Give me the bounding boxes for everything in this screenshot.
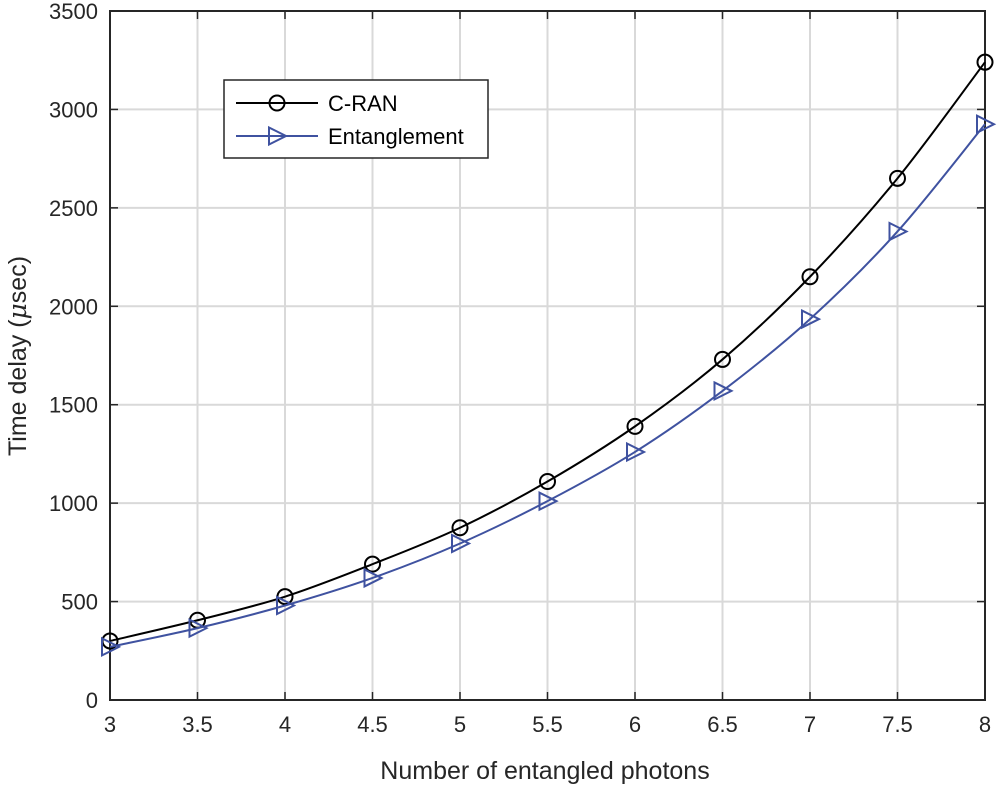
data-point-entanglement (713, 380, 734, 402)
series-entanglement (101, 114, 997, 657)
legend-triangle-marker-icon (268, 125, 289, 147)
series-layer (101, 53, 997, 657)
axes-ticks: 3 3.5 4 4.5 5 5.5 6 6.5 7 7.5 8 0 500 1000 1500 2000 250… (49, 0, 991, 737)
x-tick-label: 7 (804, 712, 816, 737)
y-axis-title-text: Time delay ( (4, 319, 32, 456)
data-point-c-ran (889, 169, 906, 187)
data-point-c-ran (976, 53, 994, 71)
y-tick-label: 2000 (49, 294, 98, 319)
data-point-entanglement (363, 567, 384, 589)
y-tick-label: 2500 (49, 196, 98, 221)
y-axis-title-unit: sec) (4, 256, 32, 303)
series-line-c-ran (109, 61, 986, 642)
data-point-entanglement (626, 441, 647, 463)
y-tick-label: 500 (61, 590, 98, 615)
legend-label-entanglement: Entanglement (328, 124, 464, 149)
y-tick-label: 1000 (49, 491, 98, 516)
data-point-c-ran (801, 268, 819, 286)
x-tick-label: 7.5 (882, 712, 913, 737)
data-point-c-ran (451, 519, 469, 537)
data-point-c-ran (714, 350, 731, 368)
y-axis-title: Time delay (μsec) (3, 256, 32, 456)
x-tick-label: 4 (279, 712, 291, 737)
x-tick-label: 4.5 (357, 712, 388, 737)
x-tick-label: 5 (454, 712, 466, 737)
x-tick-label: 5.5 (532, 712, 563, 737)
x-tick-label: 3 (104, 712, 116, 737)
data-point-entanglement (188, 618, 209, 639)
y-tick-label: 3000 (49, 97, 98, 122)
x-axis-title: Number of entangled photons (380, 757, 709, 785)
data-point-entanglement (276, 595, 297, 616)
x-tick-label: 3.5 (182, 712, 213, 737)
series-line-entanglement (109, 123, 986, 648)
data-point-c-ran (539, 472, 556, 490)
y-axis-title-mu: μ (3, 303, 32, 319)
y-tick-label: 3500 (49, 0, 98, 24)
y-tick-label: 0 (86, 688, 98, 713)
data-point-entanglement (101, 636, 122, 657)
data-point-entanglement (538, 491, 559, 512)
x-tick-label: 6.5 (707, 712, 738, 737)
data-point-entanglement (976, 114, 997, 135)
data-point-entanglement (451, 533, 472, 554)
legend-label-cran: C-RAN (328, 91, 398, 116)
data-point-c-ran (626, 417, 644, 435)
legend: C-RAN Entanglement (223, 79, 489, 159)
y-tick-label: 1500 (49, 393, 98, 418)
data-point-entanglement (888, 221, 909, 242)
legend-circle-marker-icon (268, 94, 286, 112)
x-tick-label: 6 (629, 712, 641, 737)
data-point-c-ran (364, 555, 381, 573)
data-point-entanglement (801, 308, 822, 330)
x-tick-label: 8 (979, 712, 991, 737)
